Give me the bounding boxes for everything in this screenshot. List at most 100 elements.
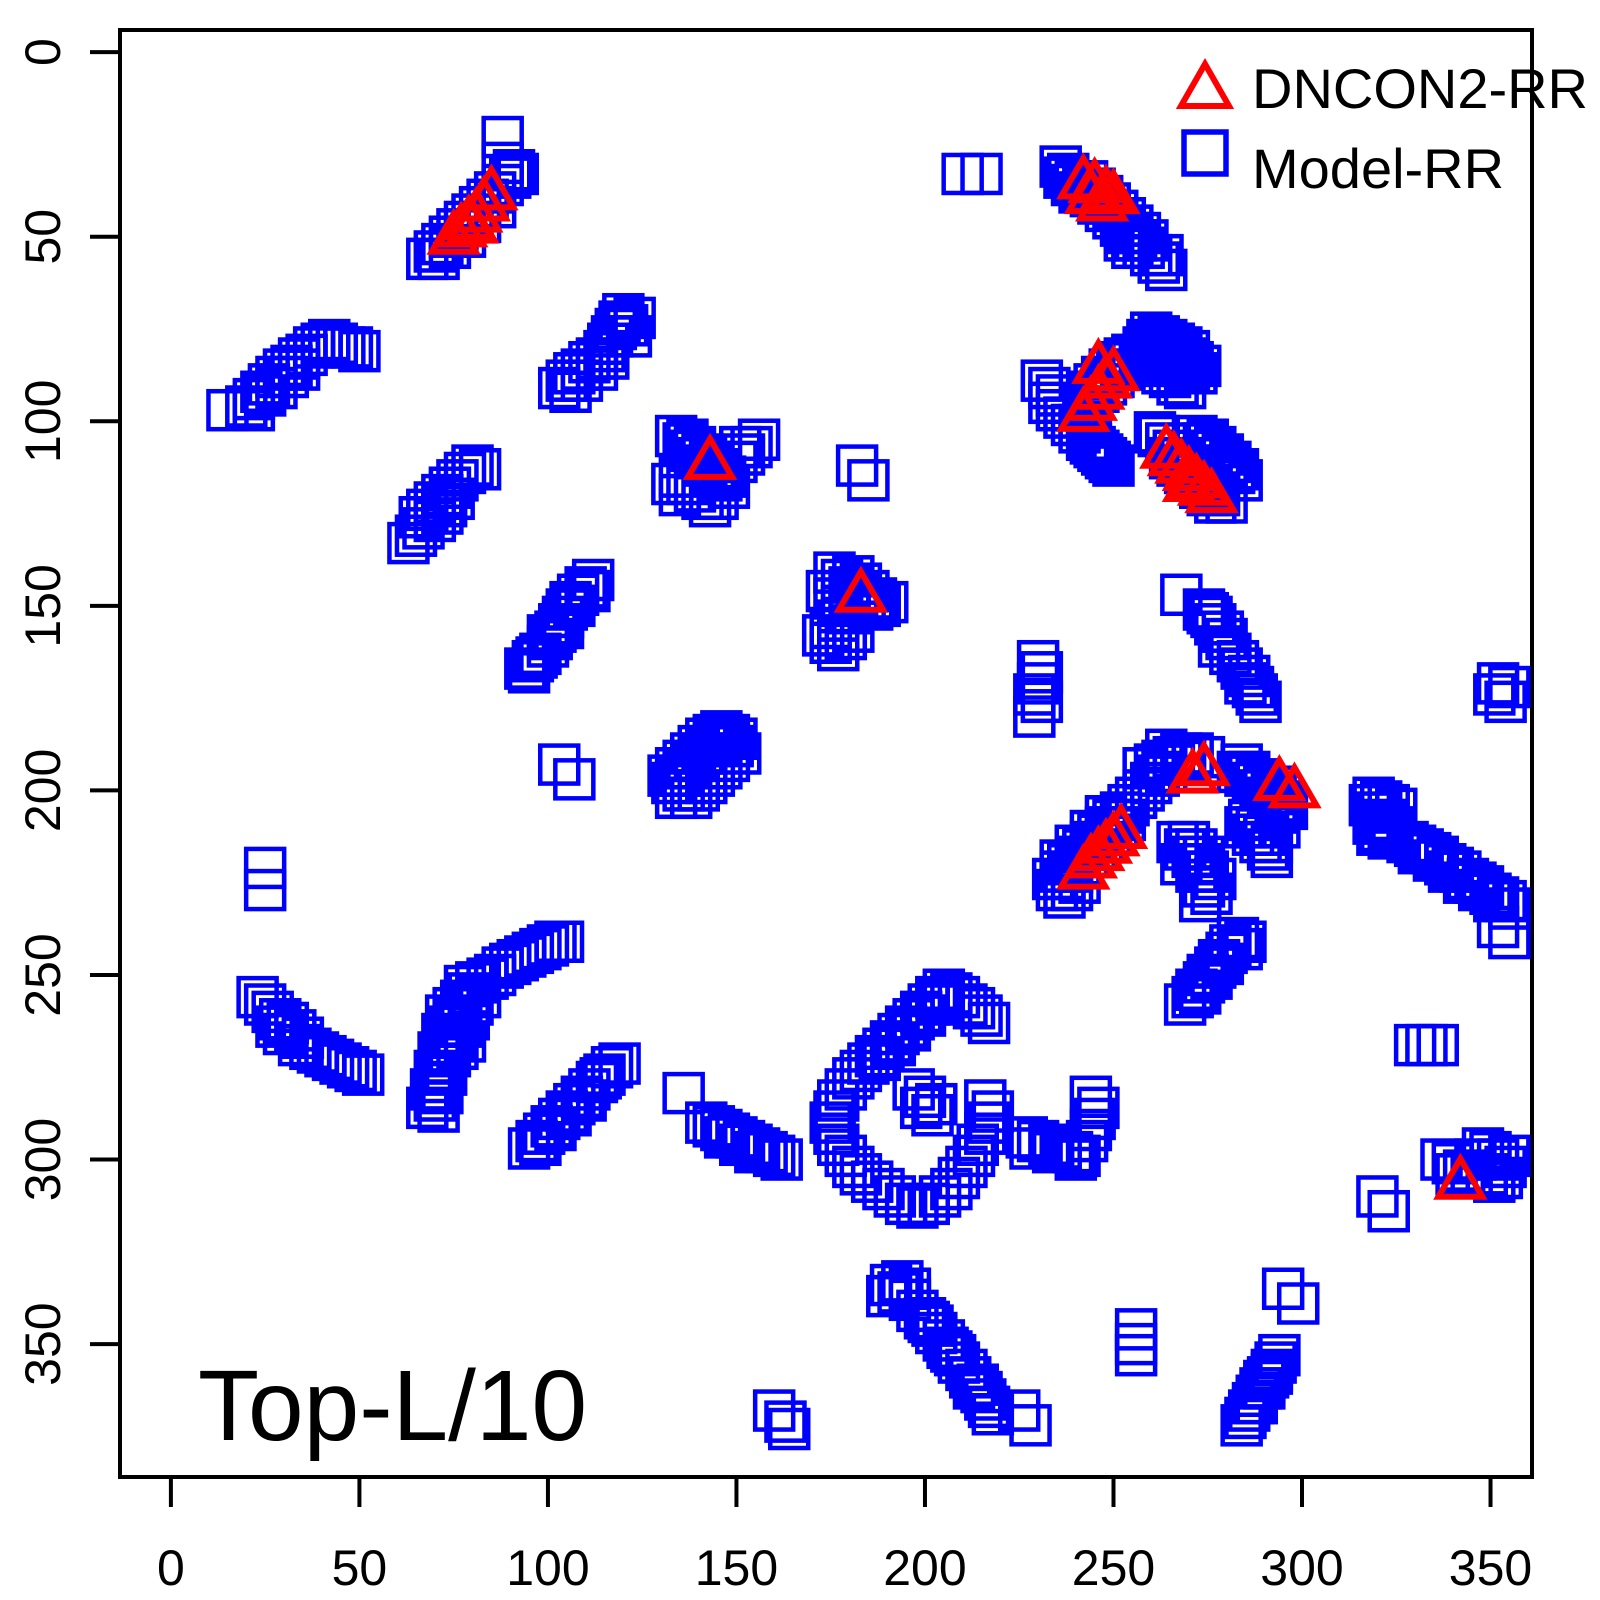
- model-rr-point: [813, 1090, 856, 1133]
- model-rr-point: [1227, 750, 1271, 794]
- model-rr-point: [873, 1175, 917, 1218]
- model-rr-point: [1220, 743, 1263, 786]
- model-rr-point: [541, 606, 585, 650]
- model-rr-point: [1160, 326, 1203, 369]
- model-rr-point: [1250, 1352, 1294, 1395]
- model-rr-point: [1073, 1097, 1116, 1141]
- model-rr-point: [232, 388, 276, 432]
- x-axis: 0 50 100 150 200 250 300 350: [157, 1477, 1532, 1596]
- model-rr-point: [662, 1071, 705, 1115]
- dncon2-rr-point: [682, 432, 738, 480]
- model-rr-point: [507, 651, 551, 694]
- dncon2-rr-point: [1071, 336, 1126, 384]
- model-rr-point: [338, 329, 381, 373]
- model-rr-point: [997, 1389, 1041, 1432]
- model-rr-point: [534, 1108, 577, 1152]
- model-rr-point: [734, 1130, 777, 1174]
- x-tick-label: 100: [506, 1540, 589, 1596]
- model-rr-point: [1480, 1156, 1524, 1200]
- model-rr-point: [718, 1123, 762, 1167]
- model-rr-point: [1488, 665, 1531, 709]
- model-rr-point: [1182, 865, 1226, 908]
- model-rr-point: [613, 296, 656, 340]
- model-rr-point: [1254, 1341, 1297, 1384]
- model-rr-point: [673, 470, 717, 513]
- legend: DNCON2-RR Model-RR: [1175, 57, 1588, 200]
- model-rr-point: [911, 1094, 954, 1137]
- y-tick-label: 150: [15, 564, 71, 647]
- dncon2-rr-point: [1074, 174, 1130, 222]
- model-rr-point: [334, 1049, 377, 1093]
- model-rr-point: [767, 1407, 811, 1451]
- model-rr-point: [413, 1079, 457, 1122]
- model-rr-point: [1190, 872, 1233, 916]
- model-rr-point: [1080, 433, 1124, 476]
- model-rr-point: [537, 743, 581, 786]
- model-rr-point: [1190, 957, 1233, 1000]
- model-rr-point: [575, 348, 619, 391]
- model-rr-point: [1111, 226, 1154, 270]
- model-rr-point: [1114, 1333, 1158, 1377]
- model-rr-point: [847, 459, 890, 502]
- model-rr-point: [1126, 219, 1169, 262]
- model-rr-point: [1476, 905, 1520, 949]
- model-rr-point: [1163, 366, 1207, 410]
- model-rr-point: [311, 1038, 355, 1082]
- model-rr-point: [1186, 418, 1229, 461]
- model-rr-point: [1194, 603, 1237, 646]
- model-rr-point: [568, 569, 611, 613]
- model-rr-point: [1359, 809, 1403, 853]
- model-rr-point: [402, 507, 445, 550]
- model-rr-point: [443, 1020, 487, 1063]
- model-rr-point: [387, 521, 430, 565]
- model-rr-point: [1246, 1356, 1290, 1399]
- model-rr-point: [930, 1167, 973, 1211]
- model-rr-point: [424, 484, 468, 528]
- model-rr-point: [417, 1090, 460, 1133]
- dncon2-rr-point: [1165, 746, 1220, 794]
- model-rr-point: [824, 1068, 868, 1111]
- model-rr-point: [496, 152, 540, 196]
- plot-border: [118, 28, 1534, 1479]
- model-rr-point: [1013, 695, 1056, 738]
- dncon2-rr-point: [1161, 455, 1217, 503]
- model-rr-point: [1020, 680, 1064, 724]
- model-rr-point: [1054, 1138, 1098, 1181]
- model-rr-point: [1250, 835, 1294, 879]
- y-tick-label: 50: [15, 209, 71, 265]
- model-rr-point: [553, 584, 596, 628]
- model-rr-point: [907, 1182, 950, 1226]
- model-rr-point: [824, 617, 868, 661]
- model-rr-point: [579, 1057, 622, 1100]
- model-rr-point: [458, 448, 502, 491]
- model-rr-point: [703, 1116, 747, 1159]
- model-rr-point: [1009, 1127, 1052, 1170]
- model-rr-point: [1235, 673, 1279, 716]
- legend-label-dncon2-rr: DNCON2-RR: [1252, 57, 1588, 120]
- model-rr-point: [394, 514, 438, 557]
- model-rr-point: [666, 462, 709, 506]
- model-rr-point: [1227, 798, 1271, 842]
- model-rr-point: [519, 1123, 562, 1167]
- model-rr-point: [319, 1042, 362, 1085]
- model-rr-point: [587, 337, 630, 380]
- model-rr-point: [760, 1138, 803, 1181]
- model-rr-point: [266, 1001, 310, 1045]
- model-rr-point: [1239, 680, 1282, 724]
- model-rr-point: [722, 433, 766, 476]
- model-rr-point: [918, 979, 962, 1023]
- model-rr-point: [1488, 916, 1531, 960]
- model-rr-point: [1224, 920, 1267, 964]
- model-rr-point: [952, 1367, 996, 1410]
- model-rr-point: [1005, 1116, 1049, 1159]
- model-rr-point: [809, 621, 852, 665]
- model-rr-point: [817, 1123, 860, 1167]
- model-rr-point: [964, 1079, 1007, 1122]
- model-rr-point: [560, 359, 604, 402]
- x-tick-label: 50: [332, 1540, 388, 1596]
- model-rr-point: [511, 931, 555, 975]
- x-tick-label: 150: [695, 1540, 778, 1596]
- model-rr-point: [1031, 1130, 1075, 1174]
- model-rr-point: [1009, 1404, 1052, 1447]
